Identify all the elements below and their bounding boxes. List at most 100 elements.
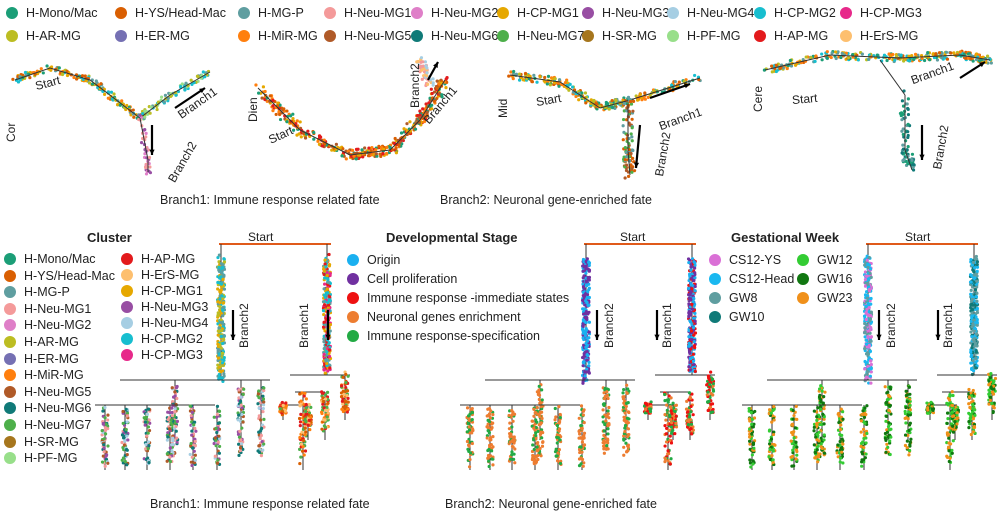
cell-point — [418, 113, 422, 117]
cell-point — [686, 410, 690, 414]
cell-point — [814, 435, 818, 439]
cell-point — [170, 386, 174, 390]
cell-point — [196, 75, 200, 79]
cell-point — [303, 426, 307, 430]
cell-point — [926, 50, 930, 55]
cell-point — [125, 414, 129, 418]
cell-point — [539, 404, 543, 409]
cell-point — [217, 372, 221, 377]
cell-point — [325, 405, 329, 410]
cell-point — [629, 163, 633, 167]
cell-point — [169, 418, 173, 422]
cell-point — [884, 401, 888, 405]
cell-point — [420, 77, 424, 81]
cell-point — [885, 442, 889, 446]
cell-point — [532, 414, 536, 418]
cell-point — [102, 437, 106, 441]
cell-point — [298, 420, 303, 424]
cell-point — [257, 389, 261, 393]
cell-point — [262, 386, 266, 390]
cell-point — [901, 132, 905, 137]
cell-point — [304, 430, 308, 434]
cell-point — [340, 154, 344, 158]
cell-point — [818, 407, 823, 411]
cell-point — [465, 439, 470, 444]
cell-point — [100, 460, 105, 464]
cell-point — [579, 423, 583, 428]
cell-point — [709, 370, 713, 374]
cell-point — [607, 421, 611, 426]
cell-point — [623, 423, 628, 428]
cell-point — [688, 368, 692, 372]
cell-point — [690, 302, 694, 306]
cell-point — [663, 392, 667, 397]
cell-point — [887, 52, 891, 56]
cell-point — [344, 380, 348, 385]
cell-point — [219, 364, 223, 368]
cell-point — [913, 52, 918, 56]
cell-point — [690, 392, 694, 396]
cell-point — [629, 151, 633, 156]
cell-point — [687, 365, 691, 369]
cell-point — [491, 435, 495, 439]
cell-point — [417, 116, 422, 120]
cell-point — [323, 303, 327, 307]
cell-point — [674, 414, 678, 418]
cell-point — [162, 100, 166, 104]
cell-point — [689, 347, 693, 351]
cell-point — [584, 101, 588, 105]
cell-point — [975, 274, 979, 278]
cell-point — [622, 387, 626, 392]
cell-point — [238, 446, 243, 450]
cell-point — [625, 383, 629, 387]
cell-point — [216, 313, 220, 318]
cell-point — [168, 459, 173, 464]
cell-point — [863, 326, 867, 330]
cell-point — [323, 262, 327, 266]
cell-point — [969, 350, 973, 354]
cell-point — [432, 99, 436, 103]
cell-point — [543, 75, 547, 80]
cell-point — [749, 465, 753, 469]
cell-point — [345, 389, 350, 393]
cell-point — [322, 312, 326, 317]
cell-point — [975, 279, 979, 283]
cell-point — [819, 400, 823, 404]
cell-point — [261, 394, 265, 398]
cell-point — [320, 390, 324, 394]
cell-point — [324, 359, 328, 363]
cell-point — [631, 109, 635, 113]
cell-point — [666, 449, 670, 453]
cell-point — [217, 451, 222, 455]
cell-point — [663, 413, 667, 417]
cell-point — [908, 408, 912, 412]
cell-point — [906, 122, 910, 126]
cell-point — [635, 98, 640, 102]
cell-point — [341, 375, 345, 379]
cell-point — [751, 459, 755, 463]
cell-point — [512, 69, 516, 74]
cell-point — [536, 457, 540, 462]
cell-point — [970, 297, 975, 301]
cell-point — [487, 464, 491, 469]
cell-point — [341, 147, 345, 151]
cell-point — [969, 361, 973, 365]
cell-point — [300, 449, 305, 453]
cell-point — [170, 414, 175, 418]
cell-point — [408, 120, 412, 124]
cell-point — [112, 92, 116, 96]
cell-point — [688, 396, 693, 400]
cell-point — [629, 132, 633, 136]
cell-point — [793, 63, 798, 67]
cell-point — [791, 417, 795, 421]
cell-point — [626, 421, 630, 425]
cell-point — [585, 339, 590, 343]
cell-point — [846, 55, 851, 60]
cell-point — [23, 70, 28, 75]
cell-point — [686, 423, 691, 427]
cell-point — [693, 369, 697, 374]
cell-point — [643, 97, 647, 101]
cell-point — [291, 128, 296, 132]
trajectory-line — [139, 117, 149, 172]
